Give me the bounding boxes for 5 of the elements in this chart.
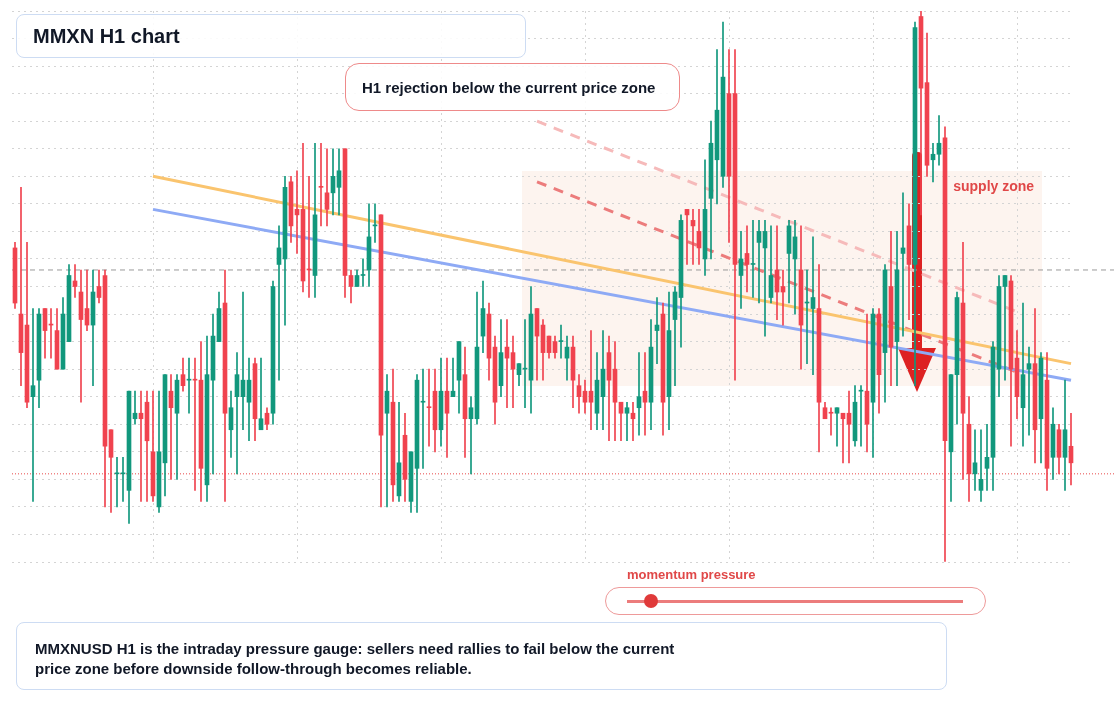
title-box: MMXN H1 chart [16, 14, 526, 58]
callout-box: H1 rejection below the current price zone [345, 63, 680, 111]
band-label: supply zone [953, 177, 1035, 194]
text: momentum pressure [627, 567, 756, 582]
caption-box: MMXNUSD H1 is the intraday pressure gauge: sellers need rallies to fail below the current price zone before downside follow-through becomes reliable. [16, 622, 947, 690]
